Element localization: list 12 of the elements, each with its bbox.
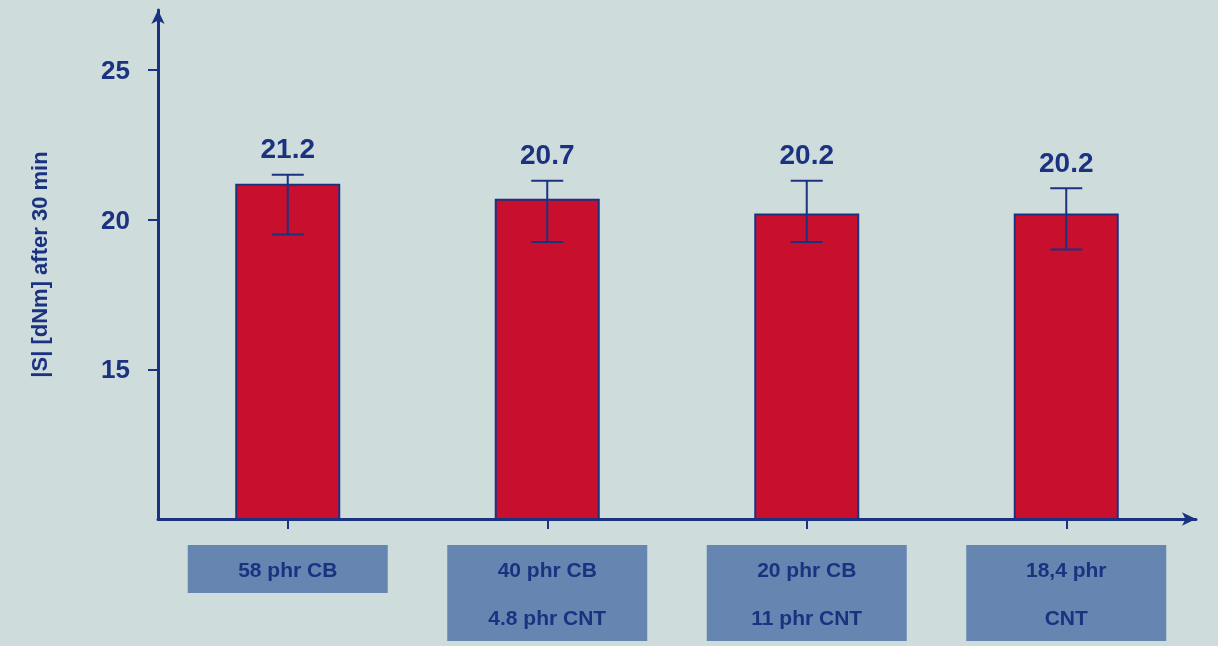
data-label: 20.7	[520, 139, 575, 171]
data-label: 20.2	[1039, 146, 1094, 178]
x-tick-label: 20 phr CB 11 phr CNT	[751, 557, 863, 629]
x-tick-label: 40 phr CB 4.8 phr CNT	[488, 557, 607, 629]
y-tick-label: 25	[101, 54, 130, 85]
y-tick-label: 15	[101, 354, 130, 385]
data-label: 20.2	[779, 139, 834, 171]
data-label: 21.2	[260, 133, 315, 165]
y-tick-label: 20	[101, 204, 130, 235]
y-axis-title: |S| [dNm] after 30 min	[26, 151, 52, 378]
x-tick-label: 58 phr CB	[238, 557, 338, 581]
x-tick-label: 18,4 phr CNT	[1025, 557, 1107, 629]
